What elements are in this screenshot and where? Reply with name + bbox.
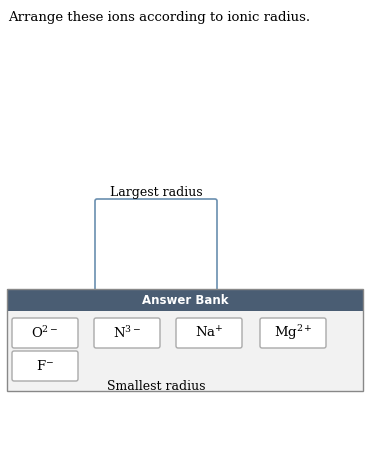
- Text: Smallest radius: Smallest radius: [107, 380, 205, 393]
- FancyBboxPatch shape: [12, 351, 78, 381]
- Text: $\mathregular{Na^{+}}$: $\mathregular{Na^{+}}$: [195, 326, 223, 340]
- Text: $\mathregular{O^{2-}}$: $\mathregular{O^{2-}}$: [31, 325, 59, 341]
- FancyBboxPatch shape: [260, 318, 326, 348]
- FancyBboxPatch shape: [176, 318, 242, 348]
- FancyBboxPatch shape: [7, 311, 363, 391]
- Text: Largest radius: Largest radius: [110, 186, 202, 199]
- Text: Answer Bank: Answer Bank: [142, 293, 228, 306]
- Text: $\mathregular{Mg^{2+}}$: $\mathregular{Mg^{2+}}$: [274, 324, 312, 342]
- Text: $\mathregular{F^{-}}$: $\mathregular{F^{-}}$: [36, 359, 54, 373]
- FancyBboxPatch shape: [7, 289, 363, 311]
- FancyBboxPatch shape: [95, 199, 217, 378]
- FancyBboxPatch shape: [12, 318, 78, 348]
- FancyBboxPatch shape: [94, 318, 160, 348]
- Text: $\mathregular{N^{3-}}$: $\mathregular{N^{3-}}$: [113, 325, 141, 341]
- Text: Arrange these ions according to ionic radius.: Arrange these ions according to ionic ra…: [8, 11, 310, 24]
